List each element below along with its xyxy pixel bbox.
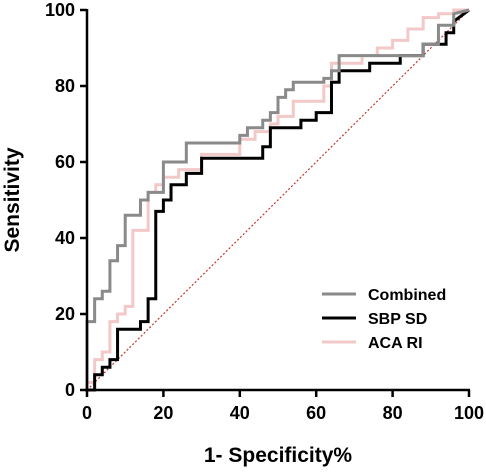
series-line-aca-ri [85,8,469,390]
series-line-combined [85,8,470,390]
legend: Combined SBP SD ACA RI [322,287,446,352]
series-line-sbp-sd [87,8,470,392]
x-tick-label: 40 [230,403,250,423]
x-tick-label: 20 [153,403,173,423]
y-tick-label: 20 [55,304,75,324]
x-axis-label: 1- Specificity% [204,444,353,467]
y-tick-label: 0 [65,380,75,400]
reference-diagonal-line [86,9,470,391]
y-ticks: 0 20 40 60 80 100 [45,0,87,400]
y-tick-label: 60 [55,152,75,172]
x-tick-label: 80 [383,403,403,423]
legend-label-aca-ri: ACA RI [368,335,423,352]
y-tick-label: 40 [55,228,75,248]
axis-layer: 0 20 40 60 80 100 0 20 40 60 80 100 [45,0,484,423]
x-ticks: 0 20 40 60 80 100 [82,390,484,423]
x-tick-label: 100 [454,403,484,423]
legend-label-combined: Combined [368,287,446,304]
reference-layer [86,9,470,391]
y-axis-label: Sensitivity [1,147,24,252]
x-tick-label: 60 [306,403,326,423]
x-tick-label: 0 [82,403,92,423]
legend-label-sbp-sd: SBP SD [368,311,427,328]
y-tick-label: 80 [55,76,75,96]
y-tick-label: 100 [45,0,75,20]
series-layer [85,8,470,392]
